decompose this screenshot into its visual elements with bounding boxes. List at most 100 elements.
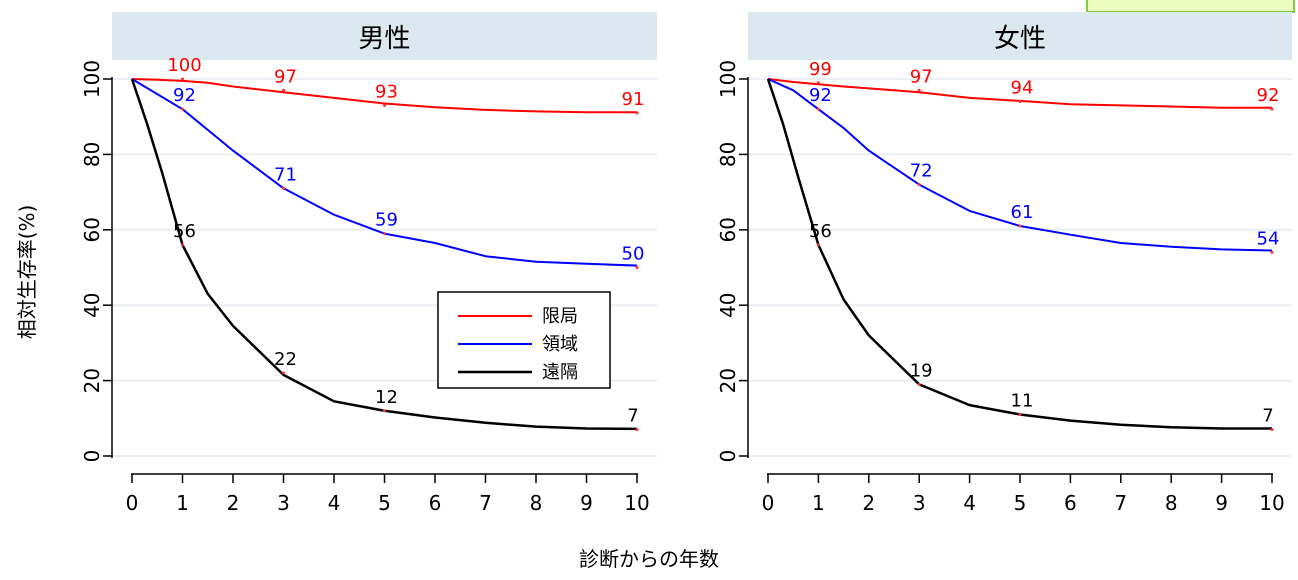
data-label: 91	[622, 89, 645, 110]
x-tick-label: 10	[1259, 491, 1284, 515]
legend-label-local: 限局	[542, 306, 578, 327]
series-line-2	[130, 78, 638, 431]
data-point	[816, 107, 820, 111]
data-point	[1018, 224, 1022, 228]
data-point	[816, 81, 820, 85]
y-tick-label: 100	[80, 60, 104, 98]
data-point	[816, 243, 820, 247]
data-label: 22	[274, 349, 297, 370]
data-label: 56	[809, 221, 832, 242]
y-tick-label: 0	[716, 450, 740, 463]
data-label: 56	[173, 221, 196, 242]
data-point	[635, 111, 639, 115]
data-label: 59	[375, 210, 398, 231]
legend-box	[437, 291, 611, 389]
x-tick-label: 1	[812, 491, 825, 515]
x-tick-label: 0	[126, 491, 139, 515]
series-line-0	[131, 78, 637, 114]
y-tick-label: 100	[716, 60, 740, 98]
panel-title: 女性	[994, 24, 1046, 54]
data-point	[1270, 250, 1274, 254]
data-label: 93	[375, 81, 398, 102]
data-label: 71	[274, 164, 297, 185]
data-label: 11	[1011, 391, 1034, 412]
data-point	[282, 88, 285, 92]
legend-label-distant: 遠隔	[542, 362, 578, 383]
note-box	[1086, 0, 1295, 13]
y-tick-label: 80	[716, 142, 740, 167]
data-point	[1018, 413, 1022, 417]
x-axis-title: 診断からの年数	[579, 547, 719, 571]
data-point	[282, 186, 285, 190]
data-label: 61	[1011, 202, 1034, 223]
legend: 限局 領域 遠隔	[437, 291, 611, 389]
data-point	[635, 428, 639, 432]
data-label: 92	[1257, 85, 1280, 106]
x-tick-label: 6	[429, 491, 442, 515]
x-tick-label: 7	[479, 491, 492, 515]
x-tick-label: 0	[762, 491, 775, 515]
x-tick-label: 3	[913, 491, 926, 515]
y-tick-label: 80	[80, 142, 104, 167]
data-label: 12	[375, 387, 398, 408]
data-point	[181, 77, 184, 81]
data-point	[917, 382, 921, 386]
series-line-0	[767, 78, 1272, 109]
data-point	[383, 103, 386, 107]
y-tick-label: 20	[716, 368, 740, 393]
data-point	[917, 183, 921, 187]
x-tick-label: 8	[1165, 491, 1178, 515]
x-tick-label: 1	[176, 491, 189, 515]
y-tick-label: 40	[716, 292, 740, 317]
x-tick-label: 4	[328, 491, 341, 515]
legend-label-regional: 領域	[542, 334, 578, 355]
data-point	[181, 243, 184, 247]
x-tick-label: 4	[963, 491, 976, 515]
x-tick-label: 5	[378, 491, 391, 515]
x-tick-label: 8	[530, 491, 543, 515]
data-label: 92	[173, 85, 196, 106]
data-label: 7	[627, 406, 638, 427]
data-point	[282, 371, 285, 375]
x-tick-label: 5	[1014, 491, 1027, 515]
data-label: 94	[1011, 78, 1034, 99]
data-label: 100	[167, 55, 201, 76]
data-point	[383, 232, 386, 236]
series-line-2	[766, 78, 1272, 430]
y-axis-title: 相対生存率(%)	[15, 205, 39, 340]
panel-strip-female	[748, 12, 1292, 60]
x-tick-label: 6	[1064, 491, 1077, 515]
y-tick-label: 60	[716, 217, 740, 242]
y-tick-label: 20	[80, 368, 104, 393]
data-label: 72	[910, 161, 933, 182]
data-point	[635, 266, 639, 269]
data-label: 92	[809, 85, 832, 106]
data-point	[1018, 100, 1022, 104]
series-line-1	[131, 78, 638, 267]
data-label: 99	[809, 59, 832, 80]
panel-title: 男性	[358, 24, 410, 54]
data-point	[383, 409, 386, 413]
y-tick-label: 0	[80, 450, 104, 463]
data-point	[917, 88, 921, 92]
data-label: 50	[622, 244, 645, 265]
data-point	[1270, 107, 1274, 111]
data-label: 19	[910, 360, 933, 381]
x-tick-label: 2	[862, 491, 875, 515]
x-tick-label: 3	[277, 491, 290, 515]
data-label: 54	[1257, 228, 1280, 249]
panel-strip-male	[112, 12, 657, 60]
x-tick-label: 10	[624, 491, 649, 515]
data-label: 97	[910, 66, 933, 87]
data-label: 7	[1262, 406, 1273, 427]
data-point	[1270, 428, 1274, 432]
x-tick-label: 7	[1114, 491, 1127, 515]
x-tick-label: 9	[580, 491, 593, 515]
data-label: 97	[274, 66, 297, 87]
y-tick-label: 40	[80, 292, 104, 317]
x-tick-label: 2	[227, 491, 240, 515]
data-point	[181, 107, 184, 111]
